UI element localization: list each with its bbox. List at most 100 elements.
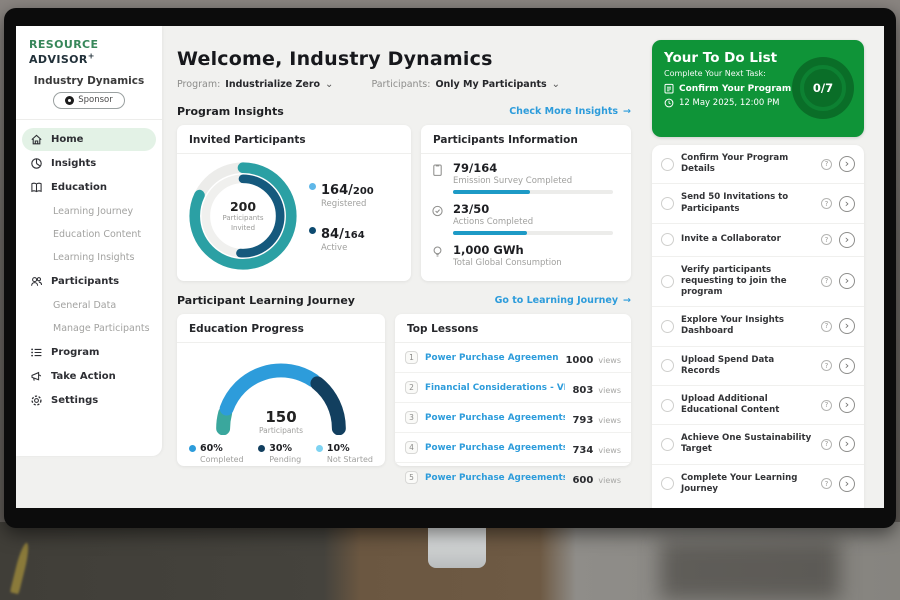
- chevron-right-icon[interactable]: ›: [839, 318, 855, 335]
- task-checkbox[interactable]: [661, 477, 674, 491]
- book-icon: [31, 182, 42, 192]
- task-row[interactable]: Upload Spend Data Records ? ›: [652, 347, 864, 386]
- info-icon[interactable]: ?: [821, 198, 832, 210]
- info-icon[interactable]: ?: [821, 234, 832, 246]
- section-title: Participant Learning Journey: [177, 294, 355, 307]
- background-shadow: [660, 540, 840, 600]
- info-icon[interactable]: ?: [821, 320, 832, 332]
- list-icon: [31, 348, 42, 357]
- sidebar-item-education-content[interactable]: Education Content: [53, 228, 142, 240]
- lesson-row: 4 Power Purchase Agreements 102 734 view…: [395, 433, 631, 463]
- dashboard-screen: RESOURCE ADVISOR+ Industry Dynamics Spon…: [16, 26, 884, 508]
- consumption-stat: 1,000 GWh Total Global Consumption: [431, 243, 619, 268]
- clipboard-icon: [431, 161, 445, 194]
- monitor-stand: [428, 520, 486, 568]
- info-icon[interactable]: ?: [821, 158, 832, 170]
- sidebar-item-settings[interactable]: Settings: [22, 389, 156, 412]
- task-checkbox[interactable]: [661, 233, 674, 247]
- sponsor-icon: [65, 95, 75, 105]
- lesson-link[interactable]: Power Purchase Agreements 103: [425, 472, 566, 483]
- sidebar-item-insights[interactable]: Insights: [22, 152, 156, 175]
- program-filter[interactable]: Program: Industrialize Zero ⌄: [177, 78, 334, 90]
- chevron-right-icon[interactable]: ›: [839, 156, 855, 173]
- pending-legend: 30% Pending: [258, 443, 301, 464]
- card-title: Invited Participants: [177, 125, 411, 154]
- sidebar-item-learning-journey[interactable]: Learning Journey: [53, 205, 134, 217]
- task-row[interactable]: Achieve One Sustainability Target ? ›: [652, 425, 864, 465]
- participants-filter[interactable]: Participants: Only My Participants ⌄: [371, 78, 561, 90]
- task-checkbox[interactable]: [661, 359, 674, 373]
- task-due-date: 12 May 2025, 12:00 PM: [664, 98, 852, 108]
- brand-secondary: ADVISOR+: [29, 51, 95, 66]
- lesson-row: 2 Financial Considerations - VPPAs 803 v…: [395, 373, 631, 403]
- insights-cards-row: Invited Participants 200 Participants I: [177, 125, 631, 281]
- todo-summary-card: Your To Do List Complete Your Next Task:…: [652, 40, 864, 137]
- registered-dot-icon: [309, 183, 316, 190]
- task-checkbox[interactable]: [661, 319, 674, 333]
- chevron-right-icon[interactable]: ›: [839, 195, 855, 212]
- sidebar-item-take-action[interactable]: Take Action: [22, 365, 156, 388]
- chevron-right-icon[interactable]: ›: [839, 231, 855, 248]
- section-title: Program Insights: [177, 105, 284, 118]
- sidebar-item-program[interactable]: Program: [22, 341, 156, 364]
- sidebar-item-general-data[interactable]: General Data: [53, 299, 117, 311]
- go-to-learning-journey-link[interactable]: Go to Learning Journey →: [494, 295, 631, 306]
- home-icon: [31, 134, 42, 145]
- chevron-right-icon[interactable]: ›: [839, 357, 855, 374]
- lesson-link[interactable]: Power Purchase Agreements 102: [425, 442, 566, 453]
- chevron-right-icon[interactable]: ›: [839, 397, 855, 414]
- task-row[interactable]: Verify participants requesting to join t…: [652, 257, 864, 308]
- invited-total: 200: [229, 199, 257, 215]
- chevron-down-icon: ⌄: [551, 78, 561, 90]
- sidebar-item-manage-participants[interactable]: Manage Participants: [53, 322, 150, 334]
- arrow-right-icon: →: [623, 106, 631, 117]
- not-started-dot-icon: [315, 445, 323, 452]
- top-lessons-card: Top Lessons 1 Power Purchase Agreements …: [395, 314, 631, 486]
- page-title: Welcome, Industry Dynamics: [177, 48, 493, 70]
- info-icon[interactable]: ?: [821, 438, 832, 450]
- sidebar-item-education[interactable]: Education: [22, 176, 156, 199]
- todo-progress-ring: 0/7: [792, 57, 854, 119]
- participants-information-card: Participants Information 79/164 Emission…: [421, 125, 631, 281]
- sponsor-badge[interactable]: Sponsor: [53, 91, 125, 109]
- insights-icon: [31, 157, 42, 169]
- chevron-right-icon[interactable]: ›: [839, 436, 855, 453]
- gauge-legend: 60% Completed 30% Pending 10% Not Starte…: [177, 435, 385, 464]
- task-clipboard-icon: [664, 83, 674, 94]
- chevron-right-icon[interactable]: ›: [839, 273, 855, 290]
- info-icon[interactable]: ?: [821, 399, 832, 411]
- task-row[interactable]: Complete Your Learning Journey ? ›: [652, 465, 864, 503]
- task-checkbox[interactable]: [661, 274, 674, 288]
- not-started-legend: 10% Not Started: [315, 443, 373, 464]
- lesson-row: 5 Power Purchase Agreements 103 600 view…: [395, 463, 631, 492]
- task-row[interactable]: Upload Additional Educational Content ? …: [652, 386, 864, 426]
- lesson-link[interactable]: Power Purchase Agreements 101: [425, 412, 566, 423]
- task-checkbox[interactable]: [661, 437, 674, 451]
- sidebar-item-participants[interactable]: Participants: [22, 270, 156, 293]
- pending-dot-icon: [258, 445, 266, 452]
- lesson-row: 3 Power Purchase Agreements 101 793 view…: [395, 403, 631, 433]
- check-more-insights-link[interactable]: Check More Insights →: [509, 106, 631, 117]
- task-row[interactable]: Send 50 Invitations to Participants ? ›: [652, 184, 864, 224]
- task-row[interactable]: Confirm Your Program Details ? ›: [652, 145, 864, 185]
- lesson-row: 1 Power Purchase Agreements 101 1000 vie…: [395, 343, 631, 373]
- card-title: Education Progress: [177, 314, 385, 343]
- collapse-tasks-link[interactable]: Collapse Tasks ⌃: [652, 503, 864, 508]
- sidebar-item-learning-insights[interactable]: Learning Insights: [53, 251, 135, 263]
- task-row[interactable]: Explore Your Insights Dashboard ? ›: [652, 307, 864, 347]
- task-checkbox[interactable]: [661, 157, 674, 171]
- task-checkbox[interactable]: [661, 197, 674, 211]
- info-icon[interactable]: ?: [821, 360, 832, 372]
- task-checkbox[interactable]: [661, 398, 674, 412]
- arrow-right-icon: →: [623, 295, 631, 306]
- sidebar-item-home[interactable]: Home: [22, 127, 156, 151]
- emission-survey-stat: 79/164 Emission Survey Completed: [431, 161, 619, 194]
- lesson-link[interactable]: Power Purchase Agreements 101: [425, 352, 559, 363]
- megaphone-icon: [31, 371, 42, 381]
- info-icon[interactable]: ?: [821, 478, 832, 490]
- learning-journey-header: Participant Learning Journey Go to Learn…: [177, 294, 631, 307]
- info-icon[interactable]: ?: [821, 275, 832, 287]
- task-row[interactable]: Invite a Collaborator ? ›: [652, 224, 864, 257]
- lesson-link[interactable]: Financial Considerations - VPPAs: [425, 382, 565, 393]
- chevron-right-icon[interactable]: ›: [839, 475, 855, 492]
